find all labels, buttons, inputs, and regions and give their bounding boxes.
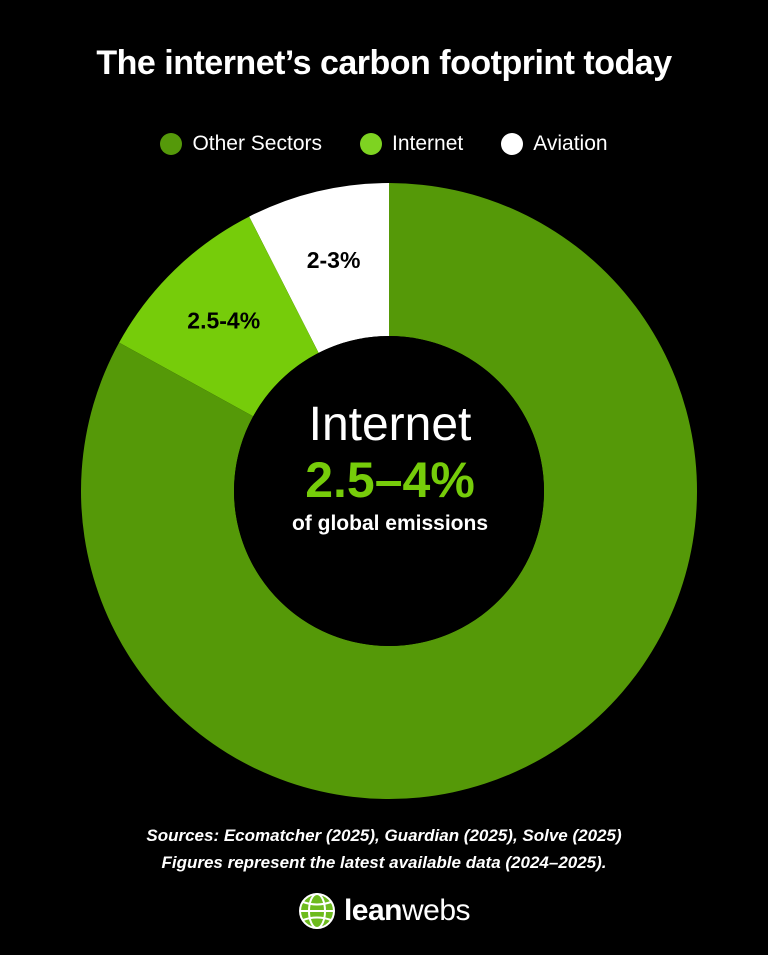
donut-slice-other-sectors	[81, 183, 698, 799]
legend-swatch-internet	[360, 133, 382, 155]
legend-item-aviation: Aviation	[501, 132, 608, 156]
donut-label-aviation: 2-3%	[307, 247, 361, 273]
center-subtitle: of global emissions	[291, 512, 489, 535]
chart-title: The internet’s carbon footprint today	[96, 44, 672, 82]
legend-item-internet: Internet	[360, 132, 463, 156]
donut-label-internet: 2.5-4%	[187, 307, 260, 333]
sources-line: Sources: Ecomatcher (2025), Guardian (20…	[146, 826, 622, 845]
donut-hole	[234, 336, 544, 646]
center-value: 2.5–4%	[305, 452, 475, 508]
chart-legend: Other Sectors Internet Aviation	[0, 132, 768, 156]
legend-swatch-aviation	[501, 133, 524, 155]
legend-item-other-sectors: Other Sectors	[160, 132, 322, 156]
donut-slice-internet	[119, 216, 319, 417]
legend-label-aviation: Aviation	[533, 132, 608, 155]
globe-icon	[298, 893, 335, 929]
legend-swatch-other-sectors	[160, 133, 183, 155]
donut-center: Internet 2.5–4% of global emissions	[234, 398, 546, 538]
legend-label-internet: Internet	[392, 132, 464, 155]
brand-name-light: webs	[401, 894, 471, 927]
brand-name-strong: lean	[343, 894, 403, 927]
brand-logo: leanwebs	[0, 892, 768, 930]
donut-slice-aviation	[249, 183, 389, 353]
figures-note-line: Figures represent the latest available d…	[161, 853, 607, 872]
center-label: Internet	[308, 398, 472, 451]
legend-label-other-sectors: Other Sectors	[192, 132, 322, 155]
sources-note: Sources: Ecomatcher (2025), Guardian (20…	[0, 822, 768, 876]
brand-name: leanwebs	[343, 894, 471, 928]
